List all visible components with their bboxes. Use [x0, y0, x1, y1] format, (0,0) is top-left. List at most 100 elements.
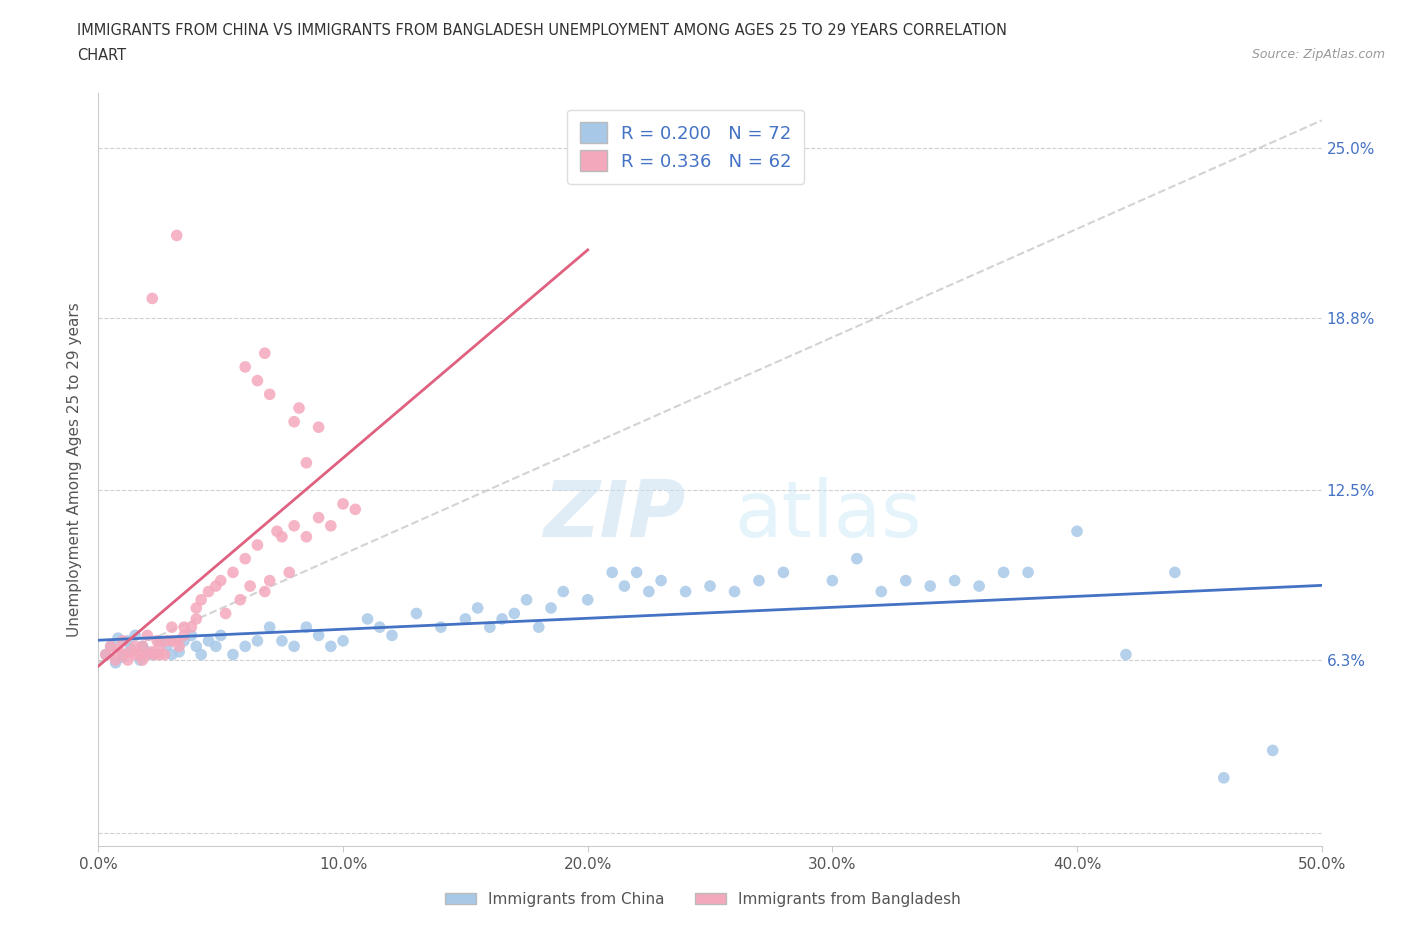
Point — [100, 639, 122, 654]
Point — [180, 619, 202, 634]
Point — [180, 628, 202, 643]
Point — [124, 628, 146, 643]
Point — [173, 633, 195, 648]
Point — [111, 633, 134, 648]
Point — [344, 502, 367, 517]
Point — [222, 565, 245, 579]
Point — [120, 642, 142, 657]
Point — [553, 584, 575, 599]
Point — [283, 639, 305, 654]
Point — [1066, 524, 1088, 538]
Point — [129, 647, 152, 662]
Point — [503, 606, 526, 621]
Point — [141, 647, 163, 662]
Point — [186, 612, 208, 627]
Text: atlas: atlas — [734, 477, 922, 552]
Point — [993, 565, 1015, 579]
Point — [308, 511, 330, 525]
Point — [1017, 565, 1039, 579]
Point — [943, 573, 966, 588]
Point — [173, 619, 195, 634]
Point — [246, 373, 269, 388]
Point — [209, 573, 232, 588]
Point — [723, 584, 745, 599]
Point — [266, 524, 288, 538]
Point — [1261, 743, 1284, 758]
Point — [100, 639, 122, 654]
Point — [699, 578, 721, 593]
Point — [94, 647, 117, 662]
Point — [166, 633, 188, 648]
Point — [491, 612, 513, 627]
Point — [156, 639, 179, 654]
Point — [270, 633, 294, 648]
Point — [131, 653, 153, 668]
Point — [467, 601, 489, 616]
Point — [319, 639, 342, 654]
Point — [295, 456, 318, 471]
Point — [214, 606, 236, 621]
Point — [295, 529, 318, 544]
Point — [894, 573, 917, 588]
Point — [107, 642, 129, 657]
Point — [129, 653, 152, 668]
Point — [205, 639, 228, 654]
Point — [239, 578, 262, 593]
Legend: R = 0.200   N = 72, R = 0.336   N = 62: R = 0.200 N = 72, R = 0.336 N = 62 — [567, 110, 804, 184]
Point — [283, 518, 305, 533]
Text: IMMIGRANTS FROM CHINA VS IMMIGRANTS FROM BANGLADESH UNEMPLOYMENT AMONG AGES 25 T: IMMIGRANTS FROM CHINA VS IMMIGRANTS FROM… — [77, 23, 1007, 38]
Point — [308, 419, 330, 434]
Point — [772, 565, 794, 579]
Point — [270, 529, 294, 544]
Text: CHART: CHART — [77, 48, 127, 63]
Point — [381, 628, 404, 643]
Point — [332, 633, 354, 648]
Point — [146, 633, 169, 648]
Point — [870, 584, 893, 599]
Point — [149, 647, 172, 662]
Point — [246, 633, 269, 648]
Point — [233, 551, 256, 566]
Point — [626, 565, 648, 579]
Point — [288, 401, 311, 416]
Point — [205, 578, 228, 593]
Point — [131, 639, 153, 654]
Point — [430, 619, 453, 634]
Text: Source: ZipAtlas.com: Source: ZipAtlas.com — [1251, 48, 1385, 61]
Point — [515, 592, 537, 607]
Point — [233, 639, 256, 654]
Point — [124, 647, 146, 662]
Point — [259, 573, 281, 588]
Point — [259, 387, 281, 402]
Point — [368, 619, 391, 634]
Y-axis label: Unemployment Among Ages 25 to 29 years: Unemployment Among Ages 25 to 29 years — [67, 302, 83, 637]
Point — [650, 573, 672, 588]
Point — [167, 639, 190, 654]
Point — [104, 656, 127, 671]
Point — [197, 584, 219, 599]
Point — [821, 573, 844, 588]
Point — [845, 551, 868, 566]
Point — [308, 628, 330, 643]
Point — [186, 601, 208, 616]
Point — [253, 346, 276, 361]
Point — [160, 647, 183, 662]
Point — [111, 647, 134, 662]
Point — [356, 612, 378, 627]
Point — [136, 628, 159, 643]
Point — [160, 619, 183, 634]
Point — [190, 592, 212, 607]
Point — [117, 653, 139, 668]
Text: ZIP: ZIP — [543, 477, 686, 552]
Point — [167, 644, 190, 659]
Point — [233, 360, 256, 375]
Point — [120, 644, 142, 659]
Point — [156, 633, 179, 648]
Point — [153, 647, 176, 662]
Point — [576, 592, 599, 607]
Point — [107, 631, 129, 645]
Point — [131, 639, 153, 654]
Point — [613, 578, 636, 593]
Point — [136, 647, 159, 662]
Point — [1164, 565, 1187, 579]
